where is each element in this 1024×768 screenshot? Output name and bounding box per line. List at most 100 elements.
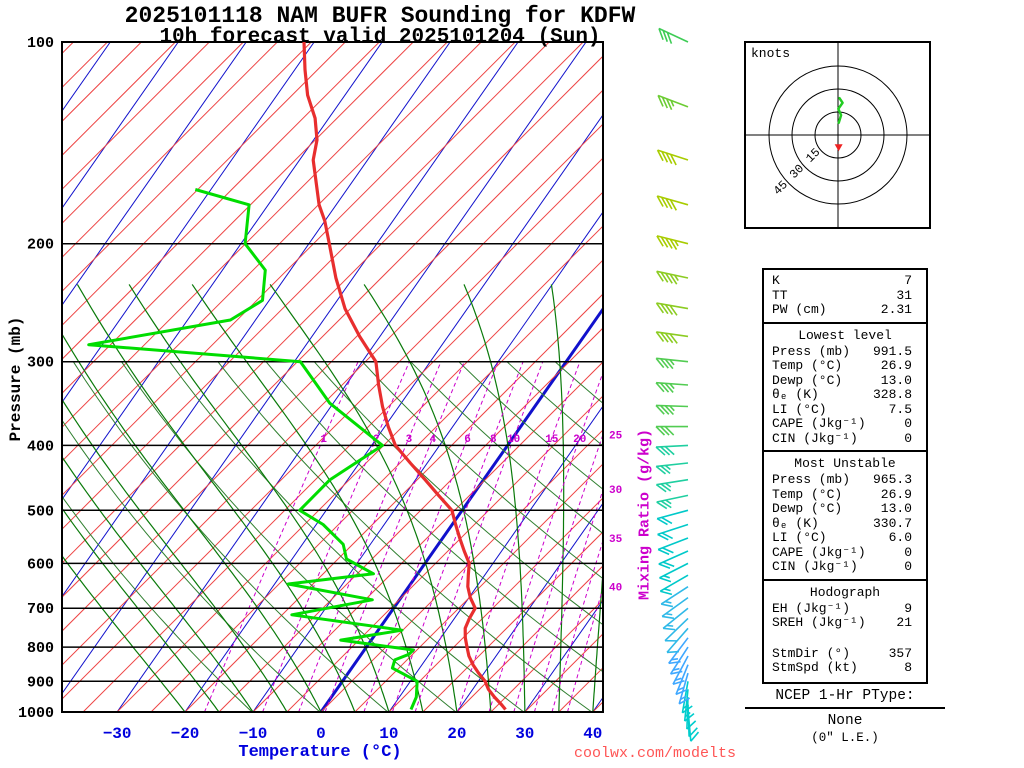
wind-barb	[656, 149, 689, 166]
stats-table: K 7 TT 31 PW (cm) 2.31 Lowest level Press (mb) 9…	[762, 268, 928, 684]
stat-label: K	[772, 273, 780, 288]
chart-title-line2: 10h forecast valid 2025101204 (Sun)	[159, 26, 601, 49]
stat-value: 0	[904, 430, 912, 446]
wind-barb	[655, 381, 689, 393]
mixing-ratio-edge-label: 30	[609, 485, 622, 497]
mixing-ratio-inline-label: 15	[545, 434, 559, 446]
wind-barb	[655, 302, 689, 316]
stat-row: LI (°C) 7.5	[764, 401, 926, 418]
wind-barb	[662, 607, 689, 631]
mixing-ratio-line	[551, 538, 603, 712]
skew-diagonal-line	[62, 42, 516, 496]
skew-diagonal-line	[62, 42, 380, 360]
temperature-tick-label: 20	[447, 725, 466, 743]
skew-diagonal-line	[62, 42, 482, 462]
stat-value: 2.31	[880, 302, 912, 317]
wind-barb	[656, 270, 689, 285]
mixing-ratio-line	[324, 361, 465, 712]
skew-diagonal-line	[62, 42, 414, 394]
moist-adiabat-line	[62, 554, 186, 712]
moist-adiabat-line	[128, 284, 390, 712]
mixing-ratio-inline-label: 3	[406, 434, 413, 446]
stat-value: 8	[904, 660, 912, 675]
wind-barb	[657, 94, 689, 111]
moist-adiabat-line	[363, 284, 492, 712]
isotherm-line	[62, 42, 179, 209]
stat-value: 13.0	[880, 372, 912, 388]
moist-adiabat-line	[191, 284, 424, 712]
dry-adiabat-line	[265, 361, 603, 673]
mixing-ratio-inline-label: 6	[464, 434, 471, 446]
mixing-ratio-axis-label: Mixing Ratio (g/kg)	[636, 428, 654, 601]
mixing-ratio-line	[363, 361, 499, 712]
temperature-tick-label: 10	[379, 725, 398, 743]
stat-value: 965.3	[872, 472, 912, 487]
stat-label: Dewp (°C)	[772, 501, 843, 516]
dry-adiabat-line	[410, 361, 603, 535]
skew-diagonal-line	[320, 429, 603, 712]
mixing-ratio-line	[414, 361, 544, 712]
skew-diagonal-line	[62, 42, 346, 326]
stat-row: Dewp (°C) 13.0	[764, 372, 926, 389]
mixing-ratio-edge-label: 40	[609, 583, 622, 595]
pressure-tick-label: 400	[27, 438, 54, 455]
wind-barb	[666, 627, 689, 654]
stat-value: 0	[904, 559, 912, 574]
wind-barb	[656, 509, 689, 526]
skew-diagonal-line	[150, 259, 603, 712]
wind-barb	[656, 235, 689, 250]
skew-diagonal-line	[62, 42, 448, 428]
stat-row: EH (Jkg⁻¹) 9	[764, 600, 926, 617]
mixing-ratio-inline-label: 8	[490, 434, 497, 446]
skew-diagonal-line	[422, 531, 603, 712]
ptype-block: NCEP 1-Hr PType: None (0" L.E.)	[745, 688, 945, 745]
stat-row: StmDir (°) 357	[764, 646, 926, 662]
temperature-tick-label: −10	[239, 725, 268, 743]
skewt-background	[62, 42, 603, 712]
dry-adiabat-line	[362, 361, 603, 580]
skew-diagonal-line	[218, 327, 603, 712]
section-divider	[764, 450, 926, 452]
stat-label: θₑ (K)	[772, 515, 819, 531]
stat-label: EH (Jkg⁻¹)	[772, 600, 851, 616]
stat-value: 0	[904, 544, 912, 560]
wind-barb	[658, 27, 689, 44]
stat-row: TT 31	[764, 287, 926, 304]
wind-barb	[675, 664, 689, 696]
wind-barb	[655, 357, 689, 370]
wind-barb	[655, 425, 688, 436]
skew-diagonal-line	[62, 42, 584, 564]
temperature-tick-label: −20	[171, 725, 200, 743]
stat-value: 330.7	[872, 515, 912, 531]
stat-label: Dewp (°C)	[772, 372, 843, 388]
stat-section-title: Lowest level	[798, 327, 892, 343]
section-spacer	[764, 631, 926, 647]
wind-barb	[672, 655, 689, 686]
dry-adiabat-line	[62, 495, 253, 712]
isotherm-line	[62, 42, 519, 695]
stat-value: 31	[896, 287, 912, 303]
mixing-ratio-line	[457, 361, 581, 712]
temperature-tick-label: −30	[103, 725, 132, 743]
temperature-tick-label: 40	[583, 725, 602, 743]
wind-barb	[658, 550, 689, 570]
stat-value: 991.5	[872, 343, 912, 359]
mixing-ratio-edge-label: 35	[609, 534, 623, 546]
mixing-ratio-line	[533, 488, 603, 712]
stat-label: Temp (°C)	[772, 486, 843, 502]
stat-row: θₑ (K) 330.7	[764, 515, 926, 532]
section-divider	[764, 578, 926, 581]
attribution-link[interactable]: coolwx.com/modelts	[573, 745, 737, 762]
wind-barb	[655, 444, 689, 456]
stat-value: 26.9	[880, 358, 912, 373]
stat-row: θₑ (K) 328.8	[764, 387, 926, 403]
isotherm-line	[62, 42, 247, 307]
dry-adiabat-line	[62, 419, 321, 712]
stat-label: LI (°C)	[772, 401, 827, 417]
wind-barb	[660, 586, 689, 608]
ptype-title: NCEP 1-Hr PType:	[745, 688, 945, 709]
section-divider	[764, 321, 926, 324]
wind-barb	[661, 596, 689, 620]
dewpoint-curve	[87, 188, 419, 711]
pressure-tick-label: 500	[27, 503, 54, 520]
